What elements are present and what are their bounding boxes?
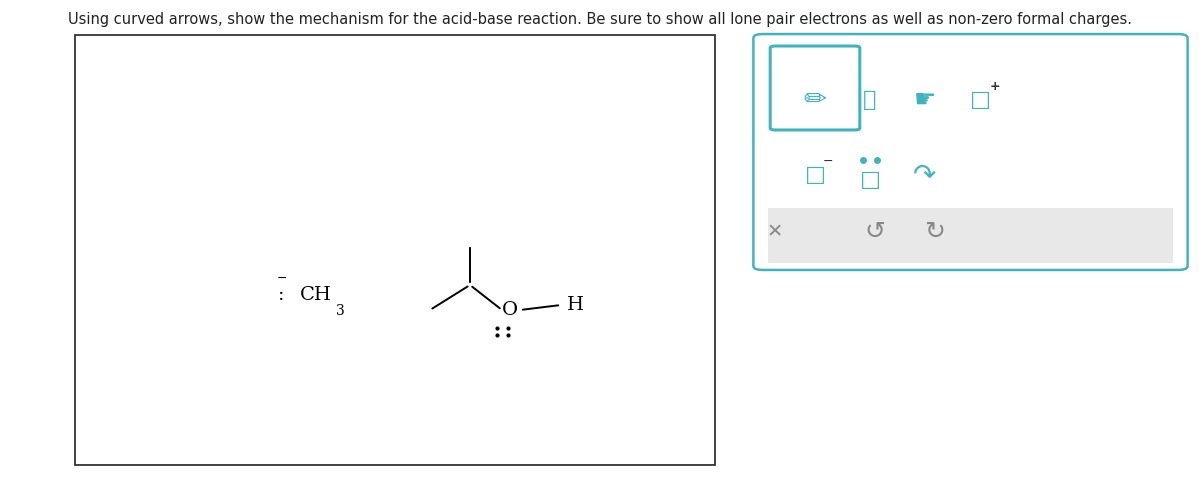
- Text: ↻: ↻: [924, 220, 946, 244]
- FancyBboxPatch shape: [754, 34, 1188, 270]
- Text: H: H: [568, 296, 584, 314]
- Text: □: □: [804, 165, 826, 185]
- Text: ☛: ☛: [914, 88, 936, 112]
- Text: □: □: [970, 90, 990, 110]
- FancyBboxPatch shape: [768, 208, 1174, 263]
- Text: ✕: ✕: [767, 222, 784, 242]
- Text: :: :: [278, 286, 286, 304]
- Text: −: −: [277, 272, 287, 285]
- Text: ↷: ↷: [913, 161, 937, 189]
- Text: ↺: ↺: [864, 220, 886, 244]
- Text: ⬜: ⬜: [863, 90, 877, 110]
- Text: 3: 3: [336, 304, 344, 318]
- Text: ✏: ✏: [803, 86, 827, 114]
- FancyBboxPatch shape: [770, 46, 860, 130]
- Text: −: −: [823, 155, 833, 167]
- Text: O: O: [502, 301, 518, 319]
- FancyBboxPatch shape: [74, 35, 715, 465]
- Text: CH: CH: [300, 286, 332, 304]
- Text: Using curved arrows, show the mechanism for the acid-base reaction. Be sure to s: Using curved arrows, show the mechanism …: [68, 12, 1132, 27]
- Text: □: □: [859, 170, 881, 190]
- Text: +: +: [990, 80, 1001, 92]
